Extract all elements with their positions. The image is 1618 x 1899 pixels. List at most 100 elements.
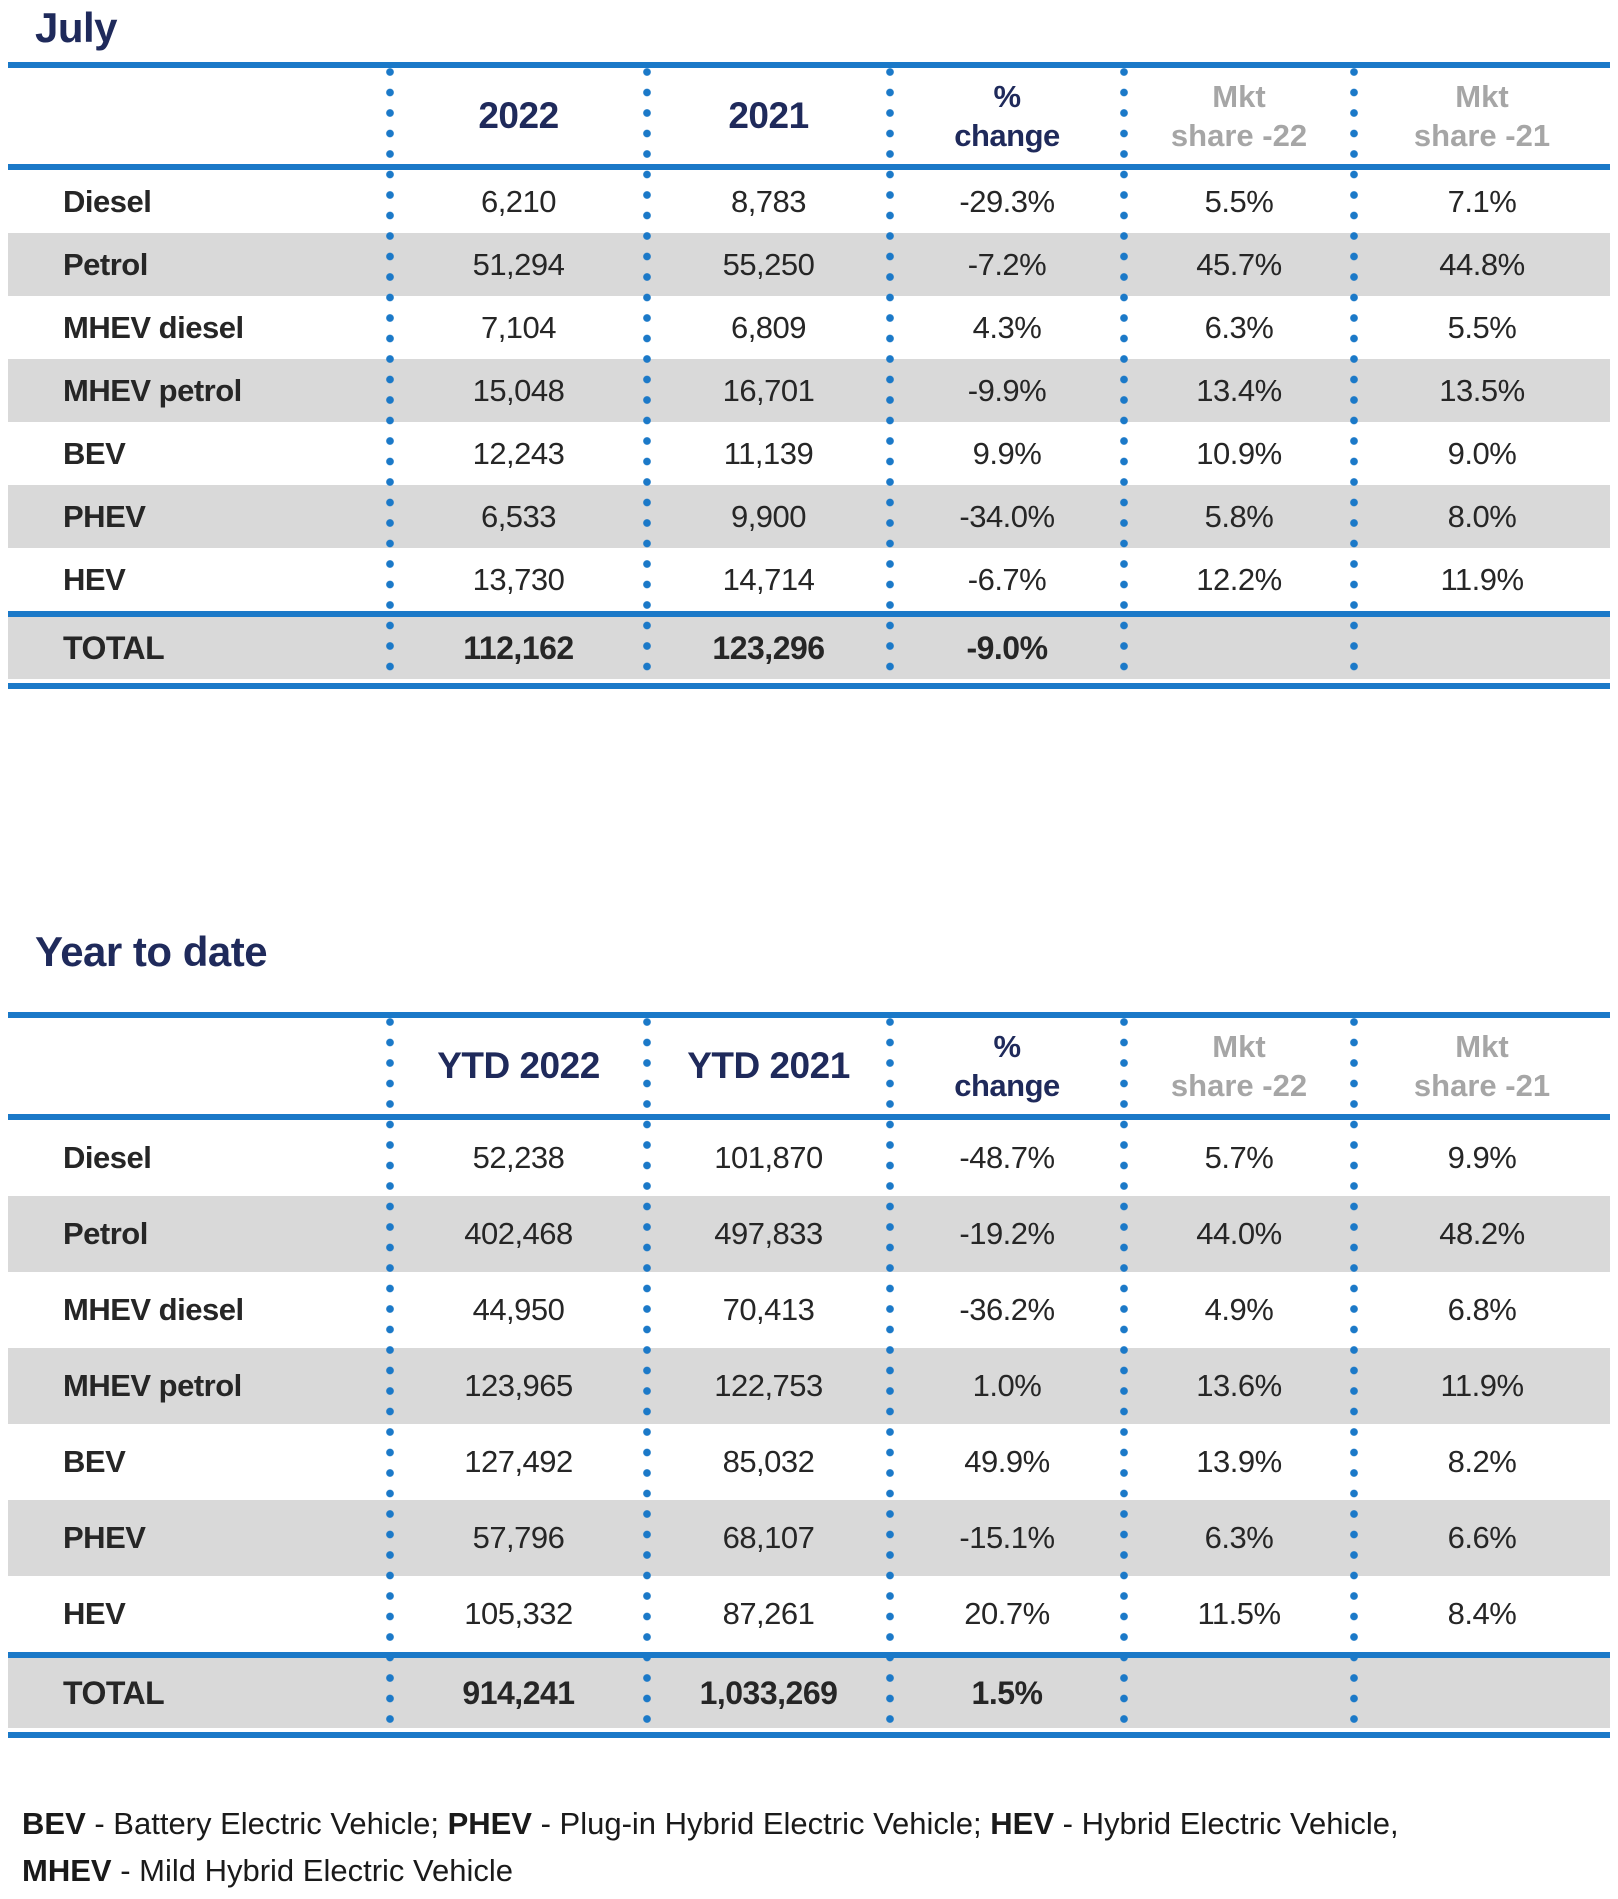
- cell-ytd-2022: 127,492: [464, 1444, 573, 1479]
- table-row: BEV 127,492 85,032 49.9% 13.9% 8.2%: [8, 1424, 1610, 1500]
- row-label: Diesel: [63, 1140, 152, 1175]
- cell-ytd-2021: 101,870: [714, 1140, 823, 1175]
- column-separator: [886, 62, 894, 689]
- abbr-phev-definition: - Plug-in Hybrid Electric Vehicle;: [531, 1806, 991, 1841]
- column-header-mkt-share-21: Mkt share -21: [1354, 77, 1610, 155]
- cell-2022: 51,294: [472, 246, 565, 282]
- cell-pct-change: -19.2%: [959, 1216, 1055, 1251]
- spacer: [8, 1728, 1610, 1732]
- cell-2021: 14,714: [722, 561, 815, 597]
- cell-pct-change: -48.7%: [959, 1140, 1055, 1175]
- row-label: TOTAL: [63, 1674, 165, 1711]
- total-top-rule: [8, 1652, 1610, 1658]
- cell-mkt-22: 5.7%: [1204, 1140, 1274, 1175]
- row-label: PHEV: [63, 498, 146, 534]
- row-label: Petrol: [63, 246, 148, 282]
- row-label: BEV: [63, 1444, 126, 1479]
- cell-2021: 55,250: [722, 246, 815, 282]
- row-label: MHEV petrol: [63, 372, 242, 408]
- column-header-ytd-2021: YTD 2021: [687, 1045, 850, 1086]
- cell-ytd-2021: 1,033,269: [699, 1674, 838, 1711]
- cell-ytd-2021: 70,413: [722, 1292, 815, 1327]
- cell-mkt-21: 11.9%: [1440, 561, 1524, 597]
- cell-ytd-2022: 52,238: [472, 1140, 565, 1175]
- table-row: MHEV petrol 15,048 16,701 -9.9% 13.4% 13…: [8, 359, 1610, 422]
- july-header-row: 2022 2021 % change Mkt share -22 Mkt share …: [8, 68, 1610, 164]
- cell-ytd-2022: 402,468: [464, 1216, 573, 1251]
- cell-ytd-2021: 87,261: [722, 1596, 815, 1631]
- row-label: Diesel: [63, 183, 152, 219]
- mkt-line2: share -22: [1170, 118, 1308, 153]
- cell-ytd-2021: 68,107: [722, 1520, 815, 1555]
- abbr-mhev: MHEV: [22, 1853, 112, 1888]
- cell-mkt-21: 13.5%: [1439, 372, 1525, 408]
- table-row: MHEV diesel 7,104 6,809 4.3% 6.3% 5.5%: [8, 296, 1610, 359]
- column-header-pct-change: % change: [890, 77, 1124, 155]
- pct-line1: %: [993, 1029, 1021, 1064]
- cell-2022: 7,104: [480, 309, 557, 345]
- mkt-line1: Mkt: [1212, 79, 1266, 114]
- july-title: July: [35, 4, 118, 51]
- cell-pct-change: -9.0%: [966, 629, 1048, 666]
- mkt-line2: share -21: [1413, 1068, 1551, 1103]
- row-label: TOTAL: [63, 629, 165, 666]
- cell-2021: 16,701: [722, 372, 815, 408]
- ytd-title: Year to date: [35, 928, 268, 975]
- cell-ytd-2021: 497,833: [714, 1216, 823, 1251]
- cell-ytd-2022: 44,950: [472, 1292, 565, 1327]
- column-header-mkt-share-22: Mkt share -22: [1124, 77, 1354, 155]
- cell-pct-change: -7.2%: [967, 246, 1047, 282]
- column-separator: [386, 1012, 394, 1738]
- row-label: MHEV petrol: [63, 1368, 242, 1403]
- cell-ytd-2022: 57,796: [472, 1520, 565, 1555]
- cell-pct-change: 9.9%: [972, 435, 1042, 471]
- row-label: PHEV: [63, 1520, 146, 1555]
- cell-ytd-2021: 85,032: [722, 1444, 815, 1479]
- abbr-phev: PHEV: [447, 1806, 532, 1841]
- cell-mkt-21: 48.2%: [1439, 1216, 1525, 1251]
- row-label: MHEV diesel: [63, 1292, 244, 1327]
- row-label: MHEV diesel: [63, 309, 244, 345]
- cell-2021: 8,783: [730, 183, 807, 219]
- cell-mkt-21: 9.9%: [1447, 1140, 1517, 1175]
- cell-pct-change: -6.7%: [967, 561, 1047, 597]
- column-separator: [643, 1012, 651, 1738]
- cell-mkt-21: 6.8%: [1447, 1292, 1517, 1327]
- column-separator: [643, 62, 651, 689]
- table-row: MHEV petrol 123,965 122,753 1.0% 13.6% 1…: [8, 1348, 1610, 1424]
- mkt-line1: Mkt: [1455, 1029, 1509, 1064]
- cell-mkt-22: 6.3%: [1204, 1520, 1274, 1555]
- mkt-line1: Mkt: [1455, 79, 1509, 114]
- column-header-ytd-2022: YTD 2022: [437, 1045, 600, 1086]
- pct-line2: change: [954, 1068, 1060, 1103]
- row-label: HEV: [63, 561, 126, 597]
- cell-mkt-22: 44.0%: [1196, 1216, 1282, 1251]
- cell-mkt-22: 11.5%: [1197, 1596, 1281, 1631]
- cell-pct-change: -9.9%: [967, 372, 1047, 408]
- table-row: Diesel 52,238 101,870 -48.7% 5.7% 9.9%: [8, 1120, 1610, 1196]
- table-top-rule: [8, 62, 1610, 68]
- cell-mkt-21: 7.1%: [1447, 183, 1517, 219]
- table-row: MHEV diesel 44,950 70,413 -36.2% 4.9% 6.…: [8, 1272, 1610, 1348]
- cell-mkt-21: 8.2%: [1447, 1444, 1517, 1479]
- total-top-rule: [8, 611, 1610, 617]
- cell-mkt-22: 6.3%: [1204, 309, 1274, 345]
- cell-mkt-22: 5.5%: [1204, 183, 1274, 219]
- column-separator: [1120, 62, 1128, 689]
- cell-mkt-21: 44.8%: [1439, 246, 1525, 282]
- cell-2022: 12,243: [472, 435, 565, 471]
- cell-pct-change: 4.3%: [972, 309, 1042, 345]
- mkt-line2: share -21: [1413, 118, 1551, 153]
- cell-mkt-22: 45.7%: [1196, 246, 1282, 282]
- footnote: BEV - Battery Electric Vehicle; PHEV - P…: [22, 1800, 1602, 1894]
- cell-mkt-22: 5.8%: [1204, 498, 1274, 534]
- row-label: HEV: [63, 1596, 126, 1631]
- abbr-bev-definition: - Battery Electric Vehicle;: [85, 1806, 448, 1841]
- ytd-header-row: YTD 2022 YTD 2021 % change Mkt share -22 M…: [8, 1018, 1610, 1114]
- cell-ytd-2022: 105,332: [464, 1596, 573, 1631]
- abbr-mhev-definition: - Mild Hybrid Electric Vehicle: [111, 1853, 513, 1888]
- spacer: [8, 679, 1610, 683]
- cell-mkt-22: 13.6%: [1196, 1368, 1282, 1403]
- footnote-line-1: BEV - Battery Electric Vehicle; PHEV - P…: [22, 1800, 1602, 1847]
- cell-2022: 15,048: [472, 372, 565, 408]
